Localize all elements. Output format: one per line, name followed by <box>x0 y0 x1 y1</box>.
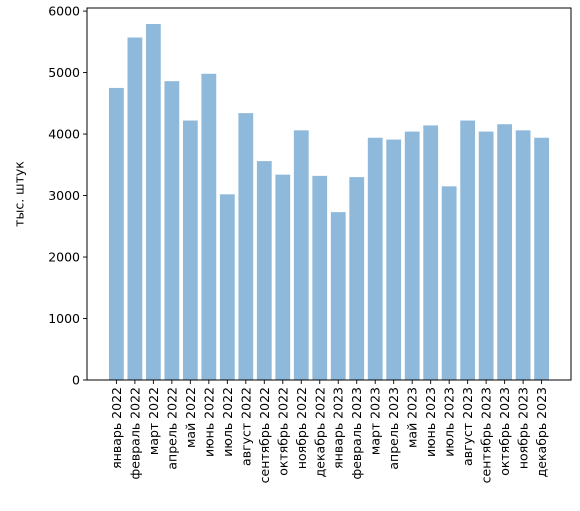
x-tick-label-0: январь 2022 <box>109 387 124 469</box>
x-tick-label-21: октябрь 2023 <box>497 387 512 476</box>
y-tick-label-5: 5000 <box>48 65 80 80</box>
bar-7 <box>238 113 254 380</box>
y-tick-label-3: 3000 <box>48 188 80 203</box>
bar-13 <box>349 177 365 380</box>
x-tick-label-4: май 2022 <box>183 387 198 448</box>
x-tick-label-5: июнь 2022 <box>201 387 216 457</box>
y-tick-label-1: 1000 <box>48 311 80 326</box>
bar-14 <box>367 137 383 380</box>
bar-0 <box>109 87 124 381</box>
x-tick-label-3: апрель 2022 <box>164 387 179 470</box>
bar-20 <box>478 131 494 380</box>
x-tick-label-9: октябрь 2022 <box>275 387 290 476</box>
x-tick-label-16: май 2023 <box>405 387 420 448</box>
bar-16 <box>404 131 420 380</box>
bar-1 <box>127 37 143 380</box>
bar-18 <box>441 186 457 380</box>
x-tick-label-10: ноябрь 2022 <box>294 387 309 469</box>
x-tick-label-15: апрель 2023 <box>386 387 401 470</box>
x-tick-label-17: июнь 2023 <box>423 387 438 457</box>
y-tick-label-2: 2000 <box>48 250 80 265</box>
x-tick-label-7: август 2022 <box>238 387 253 466</box>
bar-9 <box>275 174 291 380</box>
bar-6 <box>219 194 235 380</box>
x-tick-label-14: март 2023 <box>368 387 383 455</box>
x-tick-label-1: февраль 2022 <box>127 387 142 479</box>
x-tick-label-22: ноябрь 2023 <box>516 387 531 469</box>
y-axis: 0 1000 2000 3000 4000 5000 6000 <box>48 4 87 388</box>
x-tick-label-6: июль 2022 <box>220 387 235 457</box>
bar-2 <box>145 23 161 381</box>
x-tick-label-18: июль 2023 <box>442 387 457 457</box>
x-axis: январь 2022 февраль 2022 март 2022 апрель 2… <box>109 380 549 483</box>
x-tick-label-23: декабрь 2023 <box>534 387 549 477</box>
plot-frame <box>86 7 572 381</box>
bar-23 <box>534 137 549 380</box>
bars-layer <box>109 23 549 381</box>
x-tick-label-13: февраль 2023 <box>349 387 364 479</box>
bar-12 <box>330 212 346 380</box>
bar-8 <box>256 161 272 380</box>
x-tick-label-11: декабрь 2022 <box>312 387 327 477</box>
bar-3 <box>164 81 180 381</box>
bar-11 <box>312 175 328 380</box>
bar-15 <box>386 139 402 380</box>
x-tick-label-20: сентябрь 2023 <box>479 387 494 483</box>
bar-21 <box>497 124 513 381</box>
x-tick-label-12: январь 2023 <box>331 387 346 469</box>
bar-17 <box>423 125 439 380</box>
y-tick-label-0: 0 <box>72 373 80 388</box>
bar-19 <box>460 120 476 381</box>
y-tick-label-6: 6000 <box>48 4 80 19</box>
x-tick-label-2: март 2022 <box>146 387 161 455</box>
x-tick-label-8: сентябрь 2022 <box>257 387 272 483</box>
bar-10 <box>293 130 309 380</box>
bar-4 <box>182 120 198 381</box>
x-tick-label-19: август 2023 <box>460 387 475 466</box>
y-tick-label-4: 4000 <box>48 127 80 142</box>
bar-22 <box>515 130 531 380</box>
bar-5 <box>201 73 217 380</box>
y-axis-label: тыс. штук <box>12 161 27 227</box>
